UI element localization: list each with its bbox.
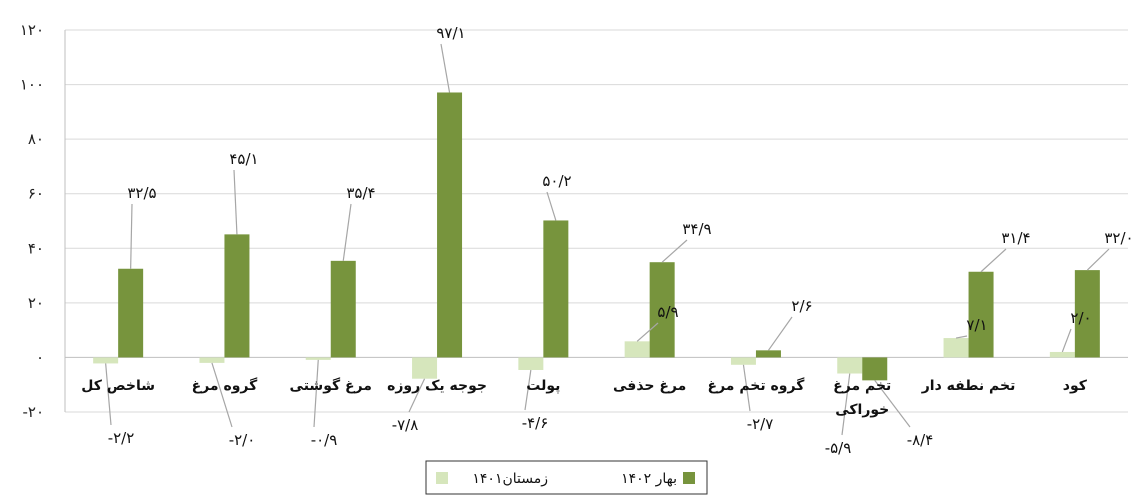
category-label: خوراکی xyxy=(835,402,889,418)
leader-line xyxy=(742,364,751,412)
data-label: ۳۲/۵ xyxy=(127,184,156,202)
data-label: ۳۱/۴ xyxy=(1001,229,1030,247)
data-label: -۸/۴ xyxy=(907,431,934,449)
data-label: ۳۵/۴ xyxy=(346,184,375,202)
bars xyxy=(93,92,1100,381)
bar-spring-1402 xyxy=(224,234,250,358)
leader-line xyxy=(130,203,133,269)
bar-spring-1402 xyxy=(118,268,144,358)
bar-winter-1401 xyxy=(93,357,119,364)
bar-winter-1401 xyxy=(199,357,225,363)
bar-spring-1402 xyxy=(862,357,888,381)
leader-line xyxy=(1061,328,1072,353)
leader-line xyxy=(105,363,112,426)
bar-winter-1401 xyxy=(518,357,544,370)
data-labels: ۲/۰ ۷/۱ -۵/۹ -۲/۷ ۵/۹ -۴/۶ -۷/۸ -۰/۹ -۲/۰ -۲/۲ ۳۲/… xyxy=(105,24,1134,457)
data-label: -۷/۸ xyxy=(392,416,419,434)
leader-line xyxy=(661,239,688,263)
category-label: پولت xyxy=(526,378,560,394)
bar-spring-1402 xyxy=(1074,270,1100,358)
y-tick-label: ۸۰ xyxy=(28,130,44,148)
category-label: جوجه یک روزه xyxy=(387,378,487,394)
leader-line xyxy=(1086,248,1110,271)
bar-winter-1401 xyxy=(943,338,969,358)
bar-winter-1401 xyxy=(1049,351,1075,358)
legend-label-winter-1401: زمستان۱۴۰۱ xyxy=(472,471,548,487)
leader-line xyxy=(313,359,319,428)
data-label: ۴۵/۱ xyxy=(229,150,258,168)
leader-line xyxy=(524,369,532,411)
bar-winter-1401 xyxy=(837,357,863,374)
leader-line xyxy=(636,322,659,342)
leader-line xyxy=(546,191,557,221)
legend-swatch-winter-1401 xyxy=(436,472,448,484)
data-label: ۵/۹ xyxy=(657,303,678,321)
data-label: ۵۰/۲ xyxy=(542,172,571,190)
legend: بهار ۱۴۰۲ زمستان۱۴۰۱ xyxy=(425,460,708,495)
y-tick-label: ۴۰ xyxy=(28,239,44,257)
leader-line xyxy=(440,43,451,93)
data-label: ۷/۱ xyxy=(966,316,987,334)
leader-line xyxy=(980,248,1007,273)
leader-line xyxy=(767,316,793,351)
leader-line xyxy=(874,379,911,428)
category-label: مرغ حذفی xyxy=(613,378,686,394)
bar-spring-1402 xyxy=(968,271,994,358)
leader-line xyxy=(342,203,352,261)
bar-spring-1402 xyxy=(649,262,675,358)
bar-winter-1401 xyxy=(624,341,650,358)
leader-line xyxy=(211,362,233,428)
y-tick-label: ۱۰۰ xyxy=(20,76,44,94)
leader-line xyxy=(841,373,851,436)
y-tick-label: ۲۰ xyxy=(28,294,44,312)
legend-box xyxy=(425,460,708,495)
legend-swatch-spring-1402 xyxy=(683,472,695,484)
data-label: -۲/۲ xyxy=(108,429,135,447)
bar-winter-1401 xyxy=(305,357,331,360)
data-label: ۲/۰ xyxy=(1070,309,1091,327)
category-label: مرغ گوشتی xyxy=(290,377,372,394)
bar-winter-1401 xyxy=(412,357,438,379)
bar-winter-1401 xyxy=(730,357,756,365)
bar-spring-1402 xyxy=(437,92,463,358)
y-tick-label: ۰ xyxy=(36,348,44,366)
data-label: ۹۷/۱ xyxy=(436,24,465,42)
leader-line xyxy=(955,335,968,339)
bar-spring-1402 xyxy=(755,350,781,358)
data-label: -۴/۶ xyxy=(522,414,549,432)
y-tick-label: ۶۰ xyxy=(28,185,44,203)
data-label: -۵/۹ xyxy=(825,439,852,457)
legend-label-spring-1402: بهار ۱۴۰۲ xyxy=(621,471,677,487)
bar-spring-1402 xyxy=(330,260,356,358)
y-tick-label: ۱۲۰ xyxy=(20,21,44,39)
category-label: گروه تخم مرغ xyxy=(708,377,806,394)
category-label: شاخص کل xyxy=(81,378,155,394)
leader-line xyxy=(408,378,426,413)
leader-line xyxy=(233,169,238,235)
data-label: ۲/۶ xyxy=(791,297,812,315)
data-label: ۳۲/۰ xyxy=(1104,229,1133,247)
data-label: -۲/۷ xyxy=(747,415,774,433)
x-axis-labels: کود تخم نطفه دار تخم مرغ خوراکی گروه تخم مرغ… xyxy=(81,377,1087,418)
y-tick-label: -۲۰ xyxy=(22,403,44,421)
category-label: تخم مرغ xyxy=(833,378,891,394)
data-label: ۳۴/۹ xyxy=(682,220,711,238)
category-label: گروه مرغ xyxy=(192,377,258,394)
data-label: -۰/۹ xyxy=(311,431,338,449)
data-label: -۲/۰ xyxy=(229,431,256,449)
category-label: تخم نطفه دار xyxy=(921,378,1016,394)
bar-spring-1402 xyxy=(543,220,569,358)
category-label: کود xyxy=(1063,378,1088,394)
